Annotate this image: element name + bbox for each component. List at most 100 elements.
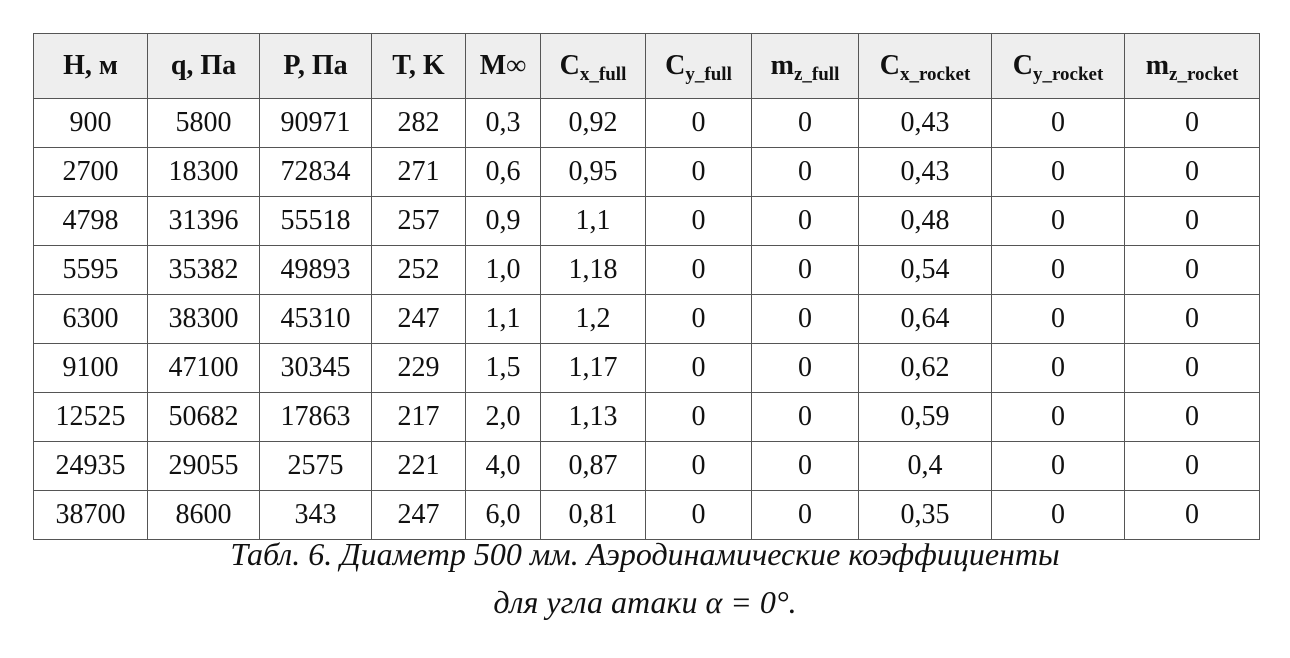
header-cell: M∞ bbox=[465, 33, 541, 99]
table-cell: 38300 bbox=[147, 294, 260, 344]
table-row: 4798 31396 55518 257 0,9 1,1 0 0 0,48 0 0 bbox=[33, 196, 1260, 246]
table-cell: 1,18 bbox=[540, 245, 646, 295]
header-subscript: y_full bbox=[685, 64, 732, 85]
header-cell: Cy_full bbox=[645, 33, 752, 99]
table-cell: 45310 bbox=[259, 294, 372, 344]
table-cell: 0 bbox=[645, 147, 752, 197]
table-cell: 0 bbox=[1124, 441, 1260, 491]
table-cell: 0,64 bbox=[858, 294, 992, 344]
table-cell: 49893 bbox=[259, 245, 372, 295]
table-cell: 2,0 bbox=[465, 392, 541, 442]
table-row: 2700 18300 72834 271 0,6 0,95 0 0 0,43 0 0 bbox=[33, 147, 1260, 197]
table-row: 9100 47100 30345 229 1,5 1,17 0 0 0,62 0 0 bbox=[33, 343, 1260, 393]
table-cell: 0 bbox=[645, 196, 752, 246]
table-cell: 0 bbox=[1124, 392, 1260, 442]
table-cell: 2700 bbox=[33, 147, 148, 197]
table-row: 24935 29055 2575 221 4,0 0,87 0 0 0,4 0 0 bbox=[33, 441, 1260, 491]
table-cell: 4,0 bbox=[465, 441, 541, 491]
table-cell: 6,0 bbox=[465, 490, 541, 540]
table-cell: 343 bbox=[259, 490, 372, 540]
table-cell: 0 bbox=[991, 441, 1125, 491]
header-subscript: y_rocket bbox=[1032, 64, 1104, 85]
table-cell: 0 bbox=[751, 490, 859, 540]
table-cell: 0 bbox=[991, 245, 1125, 295]
table-body: 900 5800 90971 282 0,3 0,92 0 0 0,43 0 0 2700 18300 7… bbox=[33, 98, 1260, 540]
table-cell: 0,43 bbox=[858, 147, 992, 197]
table-cell: 2575 bbox=[259, 441, 372, 491]
table-cell: 0,3 bbox=[465, 98, 541, 148]
table-cell: 221 bbox=[371, 441, 466, 491]
table-cell: 0 bbox=[645, 343, 752, 393]
table-cell: 1,17 bbox=[540, 343, 646, 393]
table-cell: 1,13 bbox=[540, 392, 646, 442]
table-row: 5595 35382 49893 252 1,0 1,18 0 0 0,54 0 0 bbox=[33, 245, 1260, 295]
header-cell: P, Па bbox=[259, 33, 372, 99]
table-cell: 247 bbox=[371, 294, 466, 344]
table-cell: 0,59 bbox=[858, 392, 992, 442]
header-row: H, м q, Па P, Па T, K M∞ Cx_full Cy_full mz_ful… bbox=[33, 33, 1260, 99]
table-cell: 0 bbox=[991, 196, 1125, 246]
table-cell: 5800 bbox=[147, 98, 260, 148]
table-cell: 0 bbox=[1124, 196, 1260, 246]
table-cell: 31396 bbox=[147, 196, 260, 246]
table-cell: 282 bbox=[371, 98, 466, 148]
table-cell: 0 bbox=[991, 490, 1125, 540]
table-cell: 229 bbox=[371, 343, 466, 393]
table-cell: 0 bbox=[751, 392, 859, 442]
header-subscript: z_full bbox=[793, 64, 840, 85]
table-cell: 0 bbox=[1124, 294, 1260, 344]
table-row: 12525 50682 17863 217 2,0 1,13 0 0 0,59 0 0 bbox=[33, 392, 1260, 442]
table-cell: 0 bbox=[751, 441, 859, 491]
header-cell: Cx_full bbox=[540, 33, 646, 99]
data-table: H, м q, Па P, Па T, K M∞ Cx_full Cy_full mz_ful… bbox=[33, 33, 1260, 540]
table-cell: 0,43 bbox=[858, 98, 992, 148]
table-row: 900 5800 90971 282 0,3 0,92 0 0 0,43 0 0 bbox=[33, 98, 1260, 148]
table-row: 6300 38300 45310 247 1,1 1,2 0 0 0,64 0 0 bbox=[33, 294, 1260, 344]
table-cell: 0 bbox=[751, 294, 859, 344]
table-cell: 0,54 bbox=[858, 245, 992, 295]
table-cell: 0 bbox=[991, 343, 1125, 393]
table-cell: 0,9 bbox=[465, 196, 541, 246]
header-subscript: x_full bbox=[579, 64, 627, 85]
table-cell: 257 bbox=[371, 196, 466, 246]
table-cell: 17863 bbox=[259, 392, 372, 442]
table-cell: 0 bbox=[1124, 98, 1260, 148]
table-cell: 0 bbox=[1124, 245, 1260, 295]
table-cell: 0 bbox=[991, 392, 1125, 442]
table-cell: 1,5 bbox=[465, 343, 541, 393]
table-cell: 1,0 bbox=[465, 245, 541, 295]
header-symbol: C bbox=[879, 50, 900, 81]
table-cell: 1,1 bbox=[540, 196, 646, 246]
table-cell: 0,35 bbox=[858, 490, 992, 540]
table-cell: 24935 bbox=[33, 441, 148, 491]
header-cell: Cx_rocket bbox=[858, 33, 992, 99]
header-symbol: C bbox=[1012, 50, 1033, 81]
table-cell: 0 bbox=[991, 98, 1125, 148]
table-cell: 18300 bbox=[147, 147, 260, 197]
caption-line: Табл. 6. Диаметр 500 мм. Аэродинамически… bbox=[230, 536, 1060, 572]
table-cell: 0,62 bbox=[858, 343, 992, 393]
table-cell: 0 bbox=[751, 196, 859, 246]
header-subscript: z_rocket bbox=[1169, 64, 1239, 85]
table-cell: 12525 bbox=[33, 392, 148, 442]
table-cell: 0 bbox=[751, 343, 859, 393]
header-symbol: C bbox=[665, 50, 686, 81]
table-cell: 0 bbox=[1124, 490, 1260, 540]
table-cell: 6300 bbox=[33, 294, 148, 344]
table-row: 38700 8600 343 247 6,0 0,81 0 0 0,35 0 0 bbox=[33, 490, 1260, 540]
header-cell: T, K bbox=[371, 33, 466, 99]
table-cell: 5595 bbox=[33, 245, 148, 295]
table-cell: 30345 bbox=[259, 343, 372, 393]
caption-line: для угла атаки α = 0°. bbox=[493, 584, 797, 620]
table-cell: 1,1 bbox=[465, 294, 541, 344]
table-cell: 247 bbox=[371, 490, 466, 540]
table-cell: 38700 bbox=[33, 490, 148, 540]
table-cell: 0 bbox=[751, 147, 859, 197]
table-cell: 0,92 bbox=[540, 98, 646, 148]
table-cell: 0 bbox=[751, 245, 859, 295]
table-cell: 0 bbox=[1124, 147, 1260, 197]
table-cell: 47100 bbox=[147, 343, 260, 393]
table-cell: 8600 bbox=[147, 490, 260, 540]
table-cell: 0 bbox=[645, 294, 752, 344]
